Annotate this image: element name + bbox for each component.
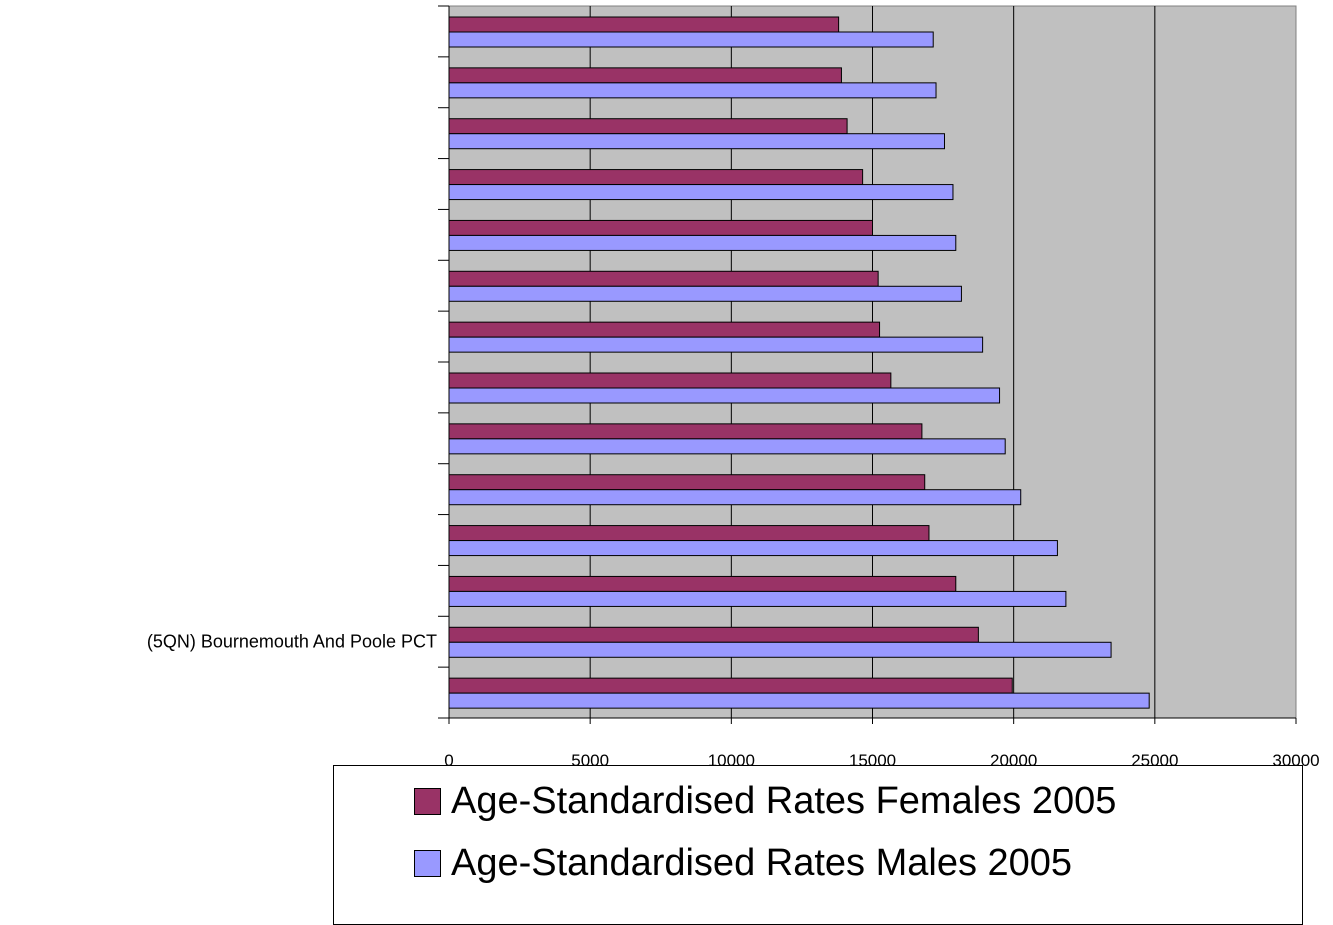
- bar-females: [448, 626, 979, 643]
- bar-males: [448, 336, 984, 353]
- bar-males: [448, 540, 1058, 557]
- bar-males: [448, 234, 957, 251]
- bar-females: [448, 474, 926, 491]
- bar-males: [448, 285, 962, 302]
- bar-males: [448, 31, 934, 48]
- bar-males: [448, 133, 945, 150]
- bar-females: [448, 16, 840, 33]
- y-category-label: (5QN) Bournemouth And Poole PCT: [147, 632, 437, 652]
- legend-label-males: Age-Standardised Rates Males 2005: [451, 842, 1073, 884]
- bar-males: [448, 641, 1112, 658]
- bar-males: [448, 438, 1006, 455]
- x-tick-label: 0: [444, 751, 453, 770]
- bar-females: [448, 270, 879, 287]
- legend-item-males: Age-Standardised Rates Males 2005: [414, 842, 1072, 885]
- bar-males: [448, 184, 954, 201]
- bar-males: [448, 489, 1022, 506]
- legend-swatch-females: [414, 788, 441, 815]
- legend-swatch-males: [414, 850, 441, 877]
- bar-females: [448, 169, 864, 186]
- bar-females: [448, 219, 873, 236]
- legend-label-females: Age-Standardised Rates Females 2005: [451, 780, 1117, 822]
- bar-females: [448, 575, 957, 592]
- bar-females: [448, 372, 892, 389]
- axes: 0 5000 10000 15000 20000 25000 30000(5QN) Bour…: [147, 5, 1320, 770]
- bar-females: [448, 67, 842, 84]
- bar-males: [448, 590, 1067, 607]
- bar-females: [448, 525, 930, 542]
- bar-males: [448, 82, 937, 99]
- bar-females: [448, 118, 848, 135]
- bar-females: [448, 321, 881, 338]
- bars: [448, 16, 1150, 709]
- bar-males: [448, 387, 1001, 404]
- bar-males: [448, 692, 1150, 709]
- bar-females: [448, 677, 1013, 694]
- legend: Age-Standardised Rates Females 2005 Age-…: [333, 765, 1303, 925]
- bar-females: [448, 423, 923, 440]
- legend-item-females: Age-Standardised Rates Females 2005: [414, 780, 1116, 823]
